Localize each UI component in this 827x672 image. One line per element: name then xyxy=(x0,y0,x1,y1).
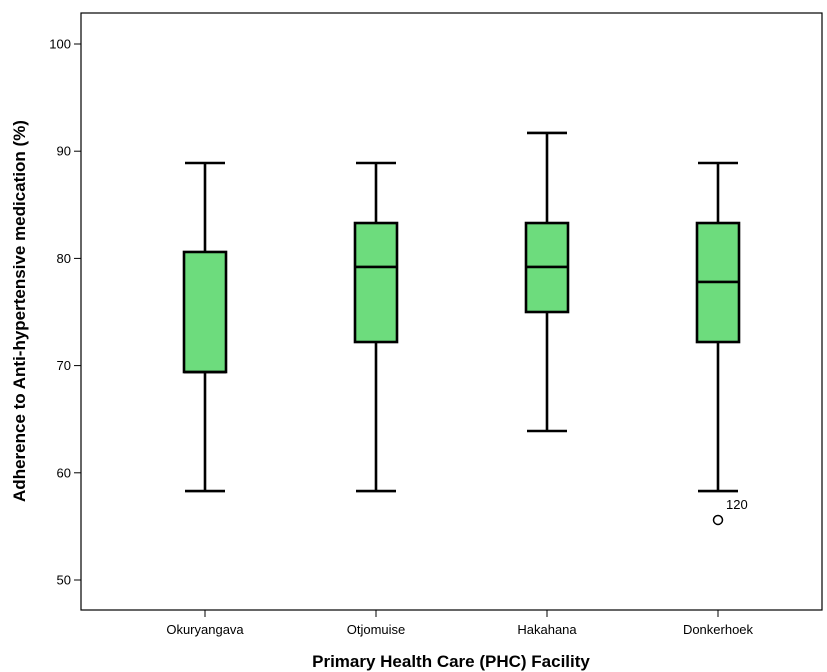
y-tick-label: 60 xyxy=(57,465,71,480)
box-hakahana xyxy=(524,131,570,433)
y-axis: 50 60 70 80 90 100 xyxy=(49,37,81,588)
outlier-label: 120 xyxy=(726,497,748,512)
y-tick-label: 90 xyxy=(57,144,71,159)
y-axis-title: Adherence to Anti-hypertensive medicatio… xyxy=(10,120,29,502)
outlier-point xyxy=(712,514,724,526)
x-tick-label: Donkerhoek xyxy=(683,622,754,637)
y-tick-label: 80 xyxy=(57,251,71,266)
iqr-box xyxy=(182,250,228,374)
y-tick-label: 100 xyxy=(49,37,71,52)
y-tick-label: 70 xyxy=(57,358,71,373)
iqr-box xyxy=(353,221,399,344)
x-tick-label: Okuryangava xyxy=(166,622,244,637)
box-otjomuise xyxy=(353,161,399,493)
plot-frame xyxy=(80,12,823,611)
y-tick-label: 50 xyxy=(57,573,71,588)
x-tick-label: Otjomuise xyxy=(347,622,406,637)
x-tick-label: Hakahana xyxy=(517,622,577,637)
boxes-layer: 120 xyxy=(182,131,748,526)
box-okuryangava xyxy=(182,161,228,493)
box-donkerhoek: 120 xyxy=(695,161,748,526)
x-axis: Okuryangava Otjomuise Hakahana Donkerhoek xyxy=(166,610,754,637)
x-axis-title: Primary Health Care (PHC) Facility xyxy=(312,652,590,671)
